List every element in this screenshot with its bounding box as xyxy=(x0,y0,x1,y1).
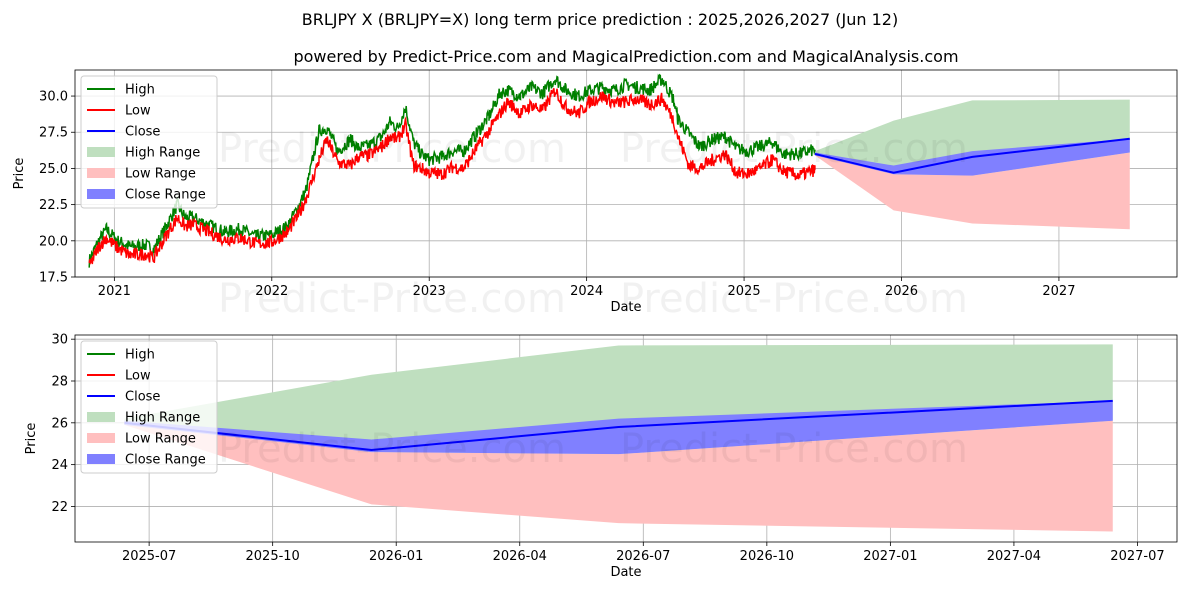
watermark-text: Predict-Price.com xyxy=(218,126,566,172)
legend-label: High xyxy=(125,83,155,98)
low-range-band xyxy=(814,152,1130,230)
axes-frame xyxy=(74,69,1178,278)
legend-swatch xyxy=(87,454,115,464)
x-tick-label: 2026-01 xyxy=(369,549,423,564)
legend-label: Low Range xyxy=(125,167,196,182)
watermark-text: Predict-Price.com xyxy=(620,426,968,472)
legend-swatch xyxy=(87,412,115,422)
legend-label: High xyxy=(125,348,155,363)
x-tick-label: 2027-07 xyxy=(1110,549,1164,564)
high-series-line xyxy=(88,73,816,268)
watermark-text: Predict-Price.com xyxy=(620,276,968,322)
close-series-line xyxy=(124,399,1113,452)
chart-title: BRLJPY X (BRLJPY=X) long term price pred… xyxy=(302,10,898,29)
y-tick-label: 27.5 xyxy=(39,126,68,141)
legend-label: Low xyxy=(125,104,151,119)
legend-label: Close xyxy=(125,125,160,140)
chart-subtitle: powered by Predict-Price.com and Magical… xyxy=(293,47,958,66)
x-tick-label: 2026-04 xyxy=(493,549,547,564)
axes-frame xyxy=(74,334,1178,543)
x-tick-label: 2027 xyxy=(1042,284,1075,299)
x-tick-label: 2026-07 xyxy=(616,549,670,564)
x-tick-label: 2022 xyxy=(255,284,288,299)
y-tick-label: 26 xyxy=(51,416,68,431)
watermark-text: Predict-Price.com xyxy=(620,126,968,172)
legend-label: Low Range xyxy=(125,432,196,447)
low-series-line xyxy=(88,88,816,265)
legend-label: High Range xyxy=(125,146,200,161)
x-tick-label: 2021 xyxy=(98,284,131,299)
watermark-text: Predict-Price.com xyxy=(218,426,566,472)
x-tick-label: 2026 xyxy=(885,284,918,299)
legend-swatch xyxy=(87,189,115,199)
y-tick-label: 20.0 xyxy=(39,234,68,249)
x-tick-label: 2027-01 xyxy=(863,549,917,564)
low-range-band xyxy=(124,420,1113,532)
legend-swatch xyxy=(87,147,115,157)
x-tick-label: 2026-10 xyxy=(740,549,794,564)
y-tick-label: 25.0 xyxy=(39,162,68,177)
x-axis-label: Date xyxy=(610,565,641,580)
y-tick-label: 22 xyxy=(51,500,68,515)
y-tick-label: 17.5 xyxy=(39,271,68,286)
y-axis-label: Price xyxy=(12,158,27,190)
y-tick-label: 30 xyxy=(51,333,68,348)
x-tick-label: 2023 xyxy=(413,284,446,299)
x-tick-label: 2027-04 xyxy=(987,549,1041,564)
legend-label: Low xyxy=(125,369,151,384)
legend-label: Close Range xyxy=(125,453,206,468)
y-tick-label: 24 xyxy=(51,458,68,473)
x-tick-label: 2025 xyxy=(728,284,761,299)
y-tick-label: 30.0 xyxy=(39,90,68,105)
bottom-axes: Predict-Price.com Predict-Price.com 2025-0… xyxy=(24,333,1178,580)
top-axes: Predict-Price.com Predict-Price.com Predic… xyxy=(12,69,1178,322)
legend-swatch xyxy=(87,168,115,178)
plot-area xyxy=(88,73,1130,268)
watermark-text: Predict-Price.com xyxy=(218,276,566,322)
plot-area xyxy=(124,344,1113,532)
legend-swatch xyxy=(87,433,115,443)
y-tick-label: 22.5 xyxy=(39,198,68,213)
x-tick-label: 2024 xyxy=(570,284,603,299)
x-axis-label: Date xyxy=(610,300,641,315)
y-axis-label: Price xyxy=(24,423,39,455)
x-tick-label: 2025-07 xyxy=(122,549,176,564)
legend-label: High Range xyxy=(125,411,200,426)
y-tick-label: 28 xyxy=(51,375,68,390)
x-tick-label: 2025-10 xyxy=(246,549,300,564)
legend-label: Close xyxy=(125,390,160,405)
legend-label: Close Range xyxy=(125,188,206,203)
close-series-line xyxy=(814,137,1130,174)
